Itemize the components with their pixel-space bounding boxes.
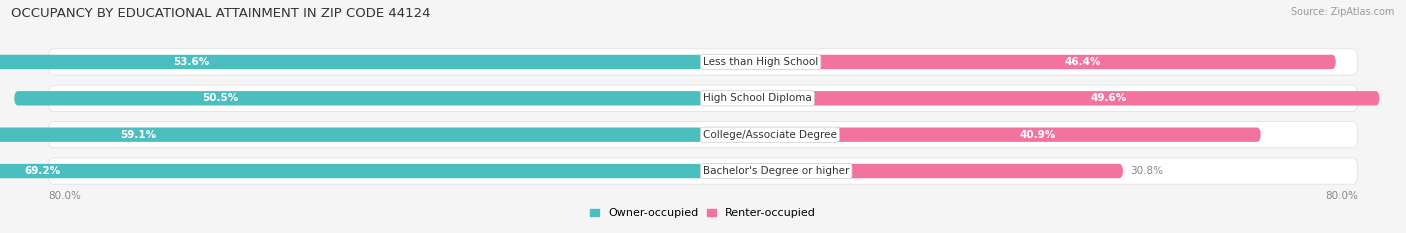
Text: High School Diploma: High School Diploma	[703, 93, 811, 103]
Text: 49.6%: 49.6%	[1091, 93, 1128, 103]
Text: 80.0%: 80.0%	[1324, 191, 1358, 201]
Text: Less than High School: Less than High School	[703, 57, 818, 67]
Legend: Owner-occupied, Renter-occupied: Owner-occupied, Renter-occupied	[591, 208, 815, 218]
FancyBboxPatch shape	[703, 91, 1379, 106]
Text: 59.1%: 59.1%	[121, 130, 156, 140]
FancyBboxPatch shape	[14, 91, 703, 106]
Text: OCCUPANCY BY EDUCATIONAL ATTAINMENT IN ZIP CODE 44124: OCCUPANCY BY EDUCATIONAL ATTAINMENT IN Z…	[11, 7, 430, 20]
FancyBboxPatch shape	[703, 55, 1336, 69]
Text: 30.8%: 30.8%	[1130, 166, 1163, 176]
Text: Source: ZipAtlas.com: Source: ZipAtlas.com	[1291, 7, 1395, 17]
FancyBboxPatch shape	[0, 55, 703, 69]
Text: 46.4%: 46.4%	[1064, 57, 1101, 67]
Text: 40.9%: 40.9%	[1019, 130, 1056, 140]
Text: 50.5%: 50.5%	[202, 93, 239, 103]
FancyBboxPatch shape	[0, 164, 703, 178]
FancyBboxPatch shape	[703, 164, 1123, 178]
Text: Bachelor's Degree or higher: Bachelor's Degree or higher	[703, 166, 849, 176]
Text: 69.2%: 69.2%	[24, 166, 60, 176]
Text: 80.0%: 80.0%	[48, 191, 82, 201]
FancyBboxPatch shape	[48, 122, 1358, 148]
Text: 53.6%: 53.6%	[173, 57, 209, 67]
Text: College/Associate Degree: College/Associate Degree	[703, 130, 837, 140]
FancyBboxPatch shape	[48, 85, 1358, 111]
FancyBboxPatch shape	[0, 127, 703, 142]
FancyBboxPatch shape	[48, 158, 1358, 184]
FancyBboxPatch shape	[703, 127, 1261, 142]
FancyBboxPatch shape	[48, 49, 1358, 75]
